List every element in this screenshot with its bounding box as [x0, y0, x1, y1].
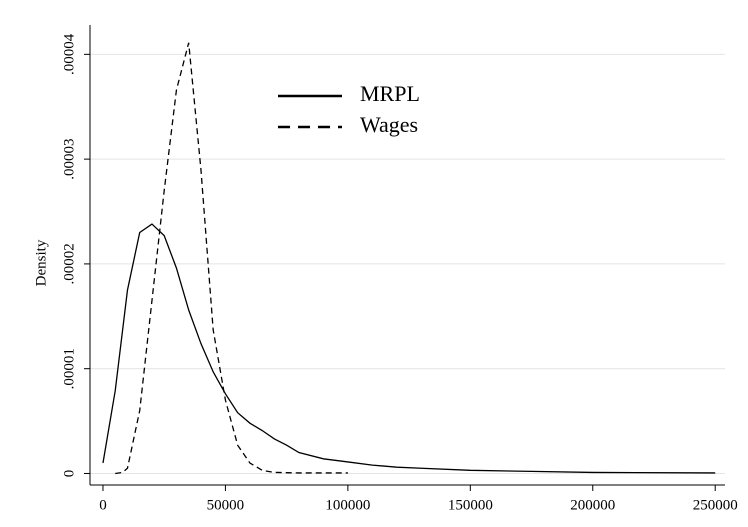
legend-label: Wages — [360, 112, 418, 137]
x-tick-label: 250000 — [693, 497, 738, 513]
y-tick-label: .00001 — [61, 348, 77, 389]
series-line — [115, 42, 348, 475]
legend-label: MRPL — [360, 81, 420, 106]
x-tick-label: 150000 — [448, 497, 493, 513]
y-tick-label: .00003 — [61, 138, 77, 179]
x-tick-label: 0 — [99, 497, 107, 513]
x-tick-label: 50000 — [207, 497, 245, 513]
x-tick-label: 100000 — [325, 497, 370, 513]
y-tick-label: .00002 — [61, 243, 77, 284]
y-tick-label: 0 — [61, 470, 77, 478]
y-tick-label: .00004 — [61, 33, 77, 75]
y-axis-label: Density — [33, 239, 49, 286]
series-line — [102, 223, 716, 474]
x-tick-label: 200000 — [570, 497, 615, 513]
